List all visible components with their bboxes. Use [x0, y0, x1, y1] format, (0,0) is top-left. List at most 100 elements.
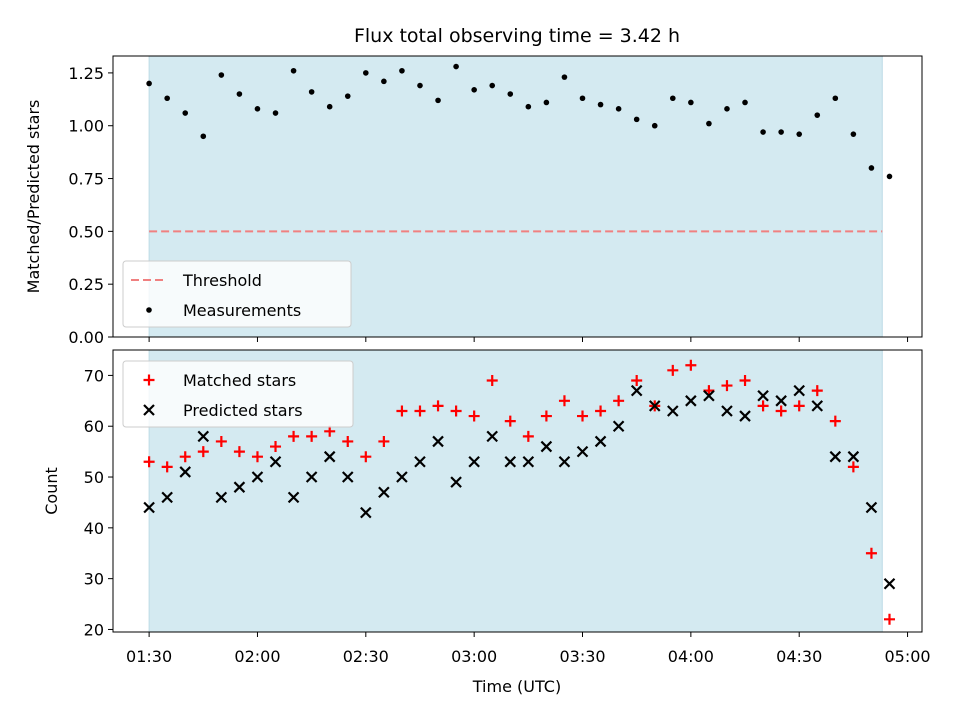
legend-swatch [146, 307, 152, 313]
data-point [306, 430, 318, 442]
data-point [579, 95, 586, 102]
data-point [525, 103, 532, 110]
data-point [236, 91, 243, 97]
data-point [558, 395, 570, 407]
data-point [543, 99, 550, 106]
data-point [341, 471, 354, 483]
y-tick-label: 0.50 [68, 222, 104, 241]
data-point [648, 400, 661, 412]
data-point [883, 613, 895, 625]
data-point [886, 173, 893, 180]
data-point [215, 435, 227, 447]
data-point [829, 415, 841, 427]
data-point [399, 67, 405, 74]
data-point [883, 577, 896, 590]
y-tick-label: 20 [84, 620, 104, 639]
ratio-panel: 0.00 0.25 0.50 0.75 1.00 1.25 Matched/Predicte… [24, 55, 923, 347]
data-point [143, 501, 155, 514]
data-point [360, 506, 372, 519]
data-point [832, 95, 839, 102]
data-point [775, 405, 787, 417]
y-tick-label: 1.00 [68, 117, 104, 136]
data-point [326, 103, 333, 110]
data-point [233, 446, 245, 458]
y-tick-label: 0.00 [68, 328, 104, 347]
x-axis-label: Time (UTC) [472, 677, 561, 696]
data-point [847, 461, 859, 473]
data-point [739, 374, 751, 386]
data-point [305, 471, 318, 483]
axes-frame [112, 55, 923, 338]
data-point [829, 450, 842, 463]
data-point [865, 501, 878, 514]
x-tick-label: 01:30 [126, 647, 172, 666]
data-point [865, 547, 877, 559]
data-point [847, 450, 860, 463]
data-point [432, 400, 444, 412]
legend-label: Threshold [182, 271, 262, 290]
y-tick-label: 60 [84, 417, 104, 436]
data-point [486, 374, 498, 386]
data-point [360, 451, 372, 463]
data-point [378, 435, 390, 447]
data-point [270, 441, 282, 453]
y-tick-label: 0.75 [68, 170, 104, 189]
data-point [396, 405, 408, 417]
data-point [269, 456, 282, 468]
data-point [613, 395, 625, 407]
data-point [254, 106, 261, 112]
data-point [417, 82, 423, 89]
y-tick-label: 70 [84, 366, 104, 385]
data-point [558, 456, 571, 468]
data-point [363, 70, 369, 76]
y-tick-label: 50 [84, 468, 104, 487]
data-point [814, 112, 821, 118]
data-point [594, 435, 607, 448]
data-point [432, 435, 444, 448]
data-point [164, 95, 170, 102]
data-point [471, 87, 477, 93]
data-point [742, 99, 748, 106]
data-point [182, 110, 189, 116]
data-point [179, 451, 191, 463]
data-point [793, 400, 805, 412]
x-tick-label: 04:00 [668, 647, 714, 666]
data-point [685, 395, 697, 407]
x-tick-label: 05:00 [884, 647, 930, 666]
data-point [146, 80, 152, 87]
data-point [778, 129, 784, 135]
data-point [721, 405, 733, 417]
data-point [703, 389, 715, 402]
data-point [468, 410, 480, 422]
data-point [685, 359, 697, 371]
legend: Matched stars Predicted stars [122, 360, 354, 428]
axes-frame [112, 349, 923, 633]
data-point [233, 481, 246, 493]
data-point [378, 486, 390, 499]
data-point [197, 430, 210, 443]
data-point [577, 410, 589, 422]
data-point [324, 425, 336, 437]
data-point [486, 430, 498, 443]
y-tick-label: 0.25 [68, 275, 104, 294]
legend-box [122, 260, 352, 328]
data-point [667, 405, 679, 417]
data-point [504, 415, 516, 427]
data-point [522, 456, 535, 468]
data-point [597, 101, 604, 108]
legend-label: Predicted stars [183, 401, 303, 420]
data-point [721, 380, 733, 392]
x-tick-label: 03:00 [451, 647, 497, 666]
data-point [796, 131, 803, 137]
data-point [489, 82, 496, 89]
data-point [435, 97, 441, 104]
data-point [868, 165, 875, 171]
data-point [381, 78, 387, 85]
data-point [540, 410, 552, 422]
x-tick-label: 03:30 [559, 647, 605, 666]
x-tick-label: 02:00 [234, 647, 280, 666]
data-point [143, 456, 155, 468]
data-point [414, 405, 426, 417]
data-point [631, 374, 643, 386]
legend-swatch [143, 404, 155, 416]
